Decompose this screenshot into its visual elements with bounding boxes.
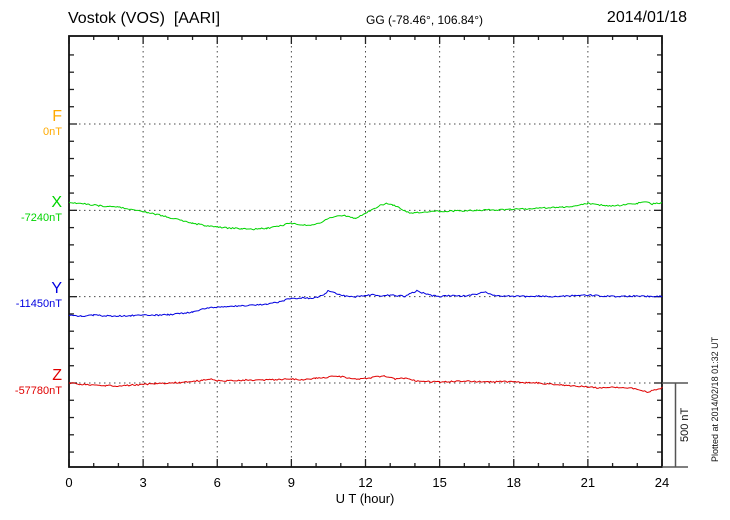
component-label-Z: Z -57780nT xyxy=(0,368,62,398)
station-title: Vostok (VOS) [AARI] xyxy=(68,10,221,27)
component-label-F: F 0nT xyxy=(0,109,62,139)
x-tick-label: 18 xyxy=(507,475,521,490)
plot-frame xyxy=(68,35,663,468)
geographic-coordinates: GG (-78.46°, 106.84°) xyxy=(366,13,483,27)
series-X-trace xyxy=(68,201,663,231)
x-tick-label: 15 xyxy=(432,475,446,490)
x-tick-label: 3 xyxy=(140,475,147,490)
scale-bar-label: 500 nT xyxy=(679,407,691,443)
x-tick-label: 9 xyxy=(288,475,295,490)
component-baseline-F: 0nT xyxy=(43,126,62,138)
plotted-at-timestamp: Plotted at 2014/02/18 01:32 UT xyxy=(710,336,720,462)
series-Z-trace xyxy=(68,375,663,394)
x-tick-label: 6 xyxy=(214,475,221,490)
x-tick-label: 12 xyxy=(358,475,372,490)
component-letter-Y: Y xyxy=(51,280,62,297)
component-letter-Z: Z xyxy=(52,367,62,384)
component-baseline-Z: -57780nT xyxy=(14,385,62,397)
component-baseline-X: -7240nT xyxy=(21,212,62,224)
plot-date: 2014/01/18 xyxy=(606,9,687,26)
x-axis-label: U T (hour) xyxy=(335,491,395,506)
x-tick-label: 21 xyxy=(581,475,595,490)
component-letter-X: X xyxy=(51,194,62,211)
x-tick-label: 24 xyxy=(655,475,669,490)
component-letter-F: F xyxy=(52,108,62,125)
x-tick-label: 0 xyxy=(65,475,72,490)
component-label-Y: Y -11450nT xyxy=(0,281,62,311)
series-Y-trace xyxy=(68,289,663,318)
component-baseline-Y: -11450nT xyxy=(15,298,62,310)
component-label-X: X -7240nT xyxy=(0,195,62,225)
